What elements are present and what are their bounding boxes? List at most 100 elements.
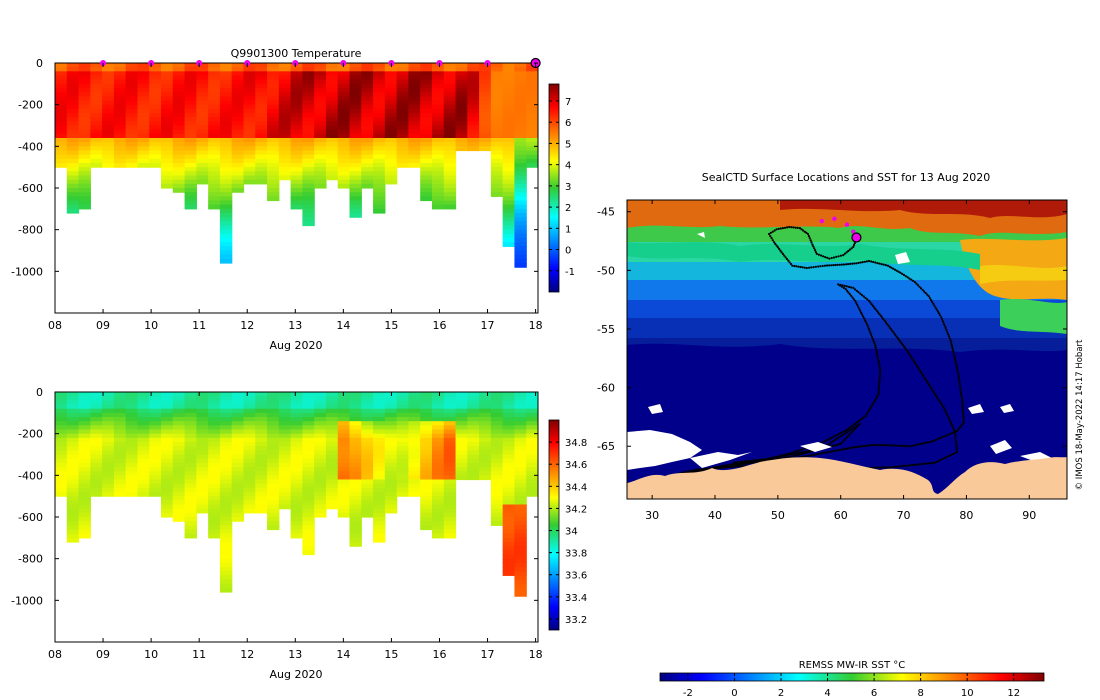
profile-strip — [137, 392, 150, 497]
x-tick-label: 11 — [192, 648, 206, 661]
profile-strip — [384, 63, 398, 185]
track-point — [803, 450, 806, 453]
track-point — [850, 427, 854, 430]
track-point — [919, 371, 923, 374]
profile-strip — [337, 63, 351, 189]
profile-strip — [267, 392, 280, 531]
track-point — [900, 465, 904, 468]
y-tick-label: -400 — [18, 469, 43, 482]
sst-colorbar: REMSS MW-IR SST °C -2 0 2 4 6 8 10 12 — [659, 660, 1045, 699]
track-point — [906, 445, 909, 448]
track-point — [783, 254, 786, 257]
track-point — [935, 308, 938, 311]
track-point — [808, 266, 811, 269]
track-point — [944, 409, 947, 412]
track-point — [931, 389, 934, 392]
track-point — [859, 309, 862, 312]
track-point — [768, 232, 771, 236]
track-point — [941, 320, 945, 323]
track-point — [872, 340, 875, 343]
track-point — [719, 466, 723, 469]
track-point — [715, 467, 718, 470]
track-point — [771, 239, 774, 242]
track-point — [857, 305, 860, 308]
track-point — [869, 331, 872, 334]
track-point — [814, 249, 817, 252]
y-tick-label: 0 — [36, 57, 43, 70]
track-point — [788, 261, 791, 264]
track-point — [857, 261, 860, 264]
lat-tick-label: -55 — [597, 323, 615, 336]
profile-strip — [502, 63, 516, 247]
profile-strip — [66, 392, 80, 543]
sst-colorbar-tick-label: 6 — [871, 688, 877, 699]
profile-strip — [278, 392, 292, 510]
track-point — [785, 257, 789, 261]
track-point — [806, 232, 810, 236]
track-point — [844, 429, 847, 432]
track-point — [797, 265, 800, 268]
track-point — [908, 445, 912, 448]
track-point — [798, 227, 802, 230]
track-point — [813, 453, 817, 456]
track-point — [845, 285, 848, 288]
track-point — [879, 466, 882, 469]
track-point — [866, 325, 870, 328]
track-point — [933, 304, 936, 307]
track-point — [801, 447, 805, 451]
track-point — [895, 335, 898, 338]
track-point — [949, 453, 953, 457]
track-point — [850, 446, 853, 449]
track-point — [845, 428, 849, 431]
track-point — [874, 344, 877, 347]
track-point — [912, 279, 915, 282]
track-point — [809, 239, 812, 242]
sst-colorbar-tick-label: -2 — [683, 688, 693, 699]
track-point — [890, 444, 893, 447]
track-point — [827, 451, 830, 454]
seal-track — [669, 225, 966, 477]
track-point — [754, 460, 757, 463]
track-point — [745, 460, 749, 464]
track-point — [841, 433, 844, 437]
track-point — [962, 421, 966, 424]
salinity-x-label: Aug 2020 — [270, 668, 323, 681]
sst-colorbar-tick-label: 8 — [917, 688, 923, 699]
track-point — [944, 326, 947, 329]
track-point — [961, 408, 965, 412]
track-point — [829, 450, 832, 453]
track-point — [857, 419, 861, 422]
track-point — [953, 356, 956, 359]
track-point — [805, 455, 808, 458]
track-point — [910, 356, 913, 359]
track-point — [856, 445, 859, 448]
track-point — [924, 441, 927, 445]
track-point — [815, 252, 818, 255]
lon-tick-label: 30 — [645, 509, 659, 522]
profile-strip — [467, 392, 480, 481]
track-point — [959, 387, 962, 390]
track-point — [692, 469, 696, 472]
track-point — [941, 436, 944, 439]
profile-strip — [431, 63, 445, 210]
track-point — [953, 429, 956, 432]
profile-strip — [196, 63, 209, 185]
track-point — [876, 395, 879, 398]
profile-strip — [278, 63, 292, 181]
track-point — [836, 433, 839, 436]
track-point — [807, 449, 810, 453]
antarctic-ice — [627, 232, 1052, 470]
profile-strip — [490, 392, 504, 526]
track-point — [789, 262, 793, 266]
track-point — [949, 432, 952, 435]
track-point — [811, 243, 814, 246]
track-point — [734, 461, 738, 464]
track-point — [896, 465, 899, 468]
track-point — [826, 264, 829, 267]
track-point — [877, 444, 880, 447]
track-point — [869, 407, 872, 410]
profile-strip — [337, 392, 351, 518]
track-point — [824, 256, 827, 259]
track-point — [777, 227, 780, 230]
